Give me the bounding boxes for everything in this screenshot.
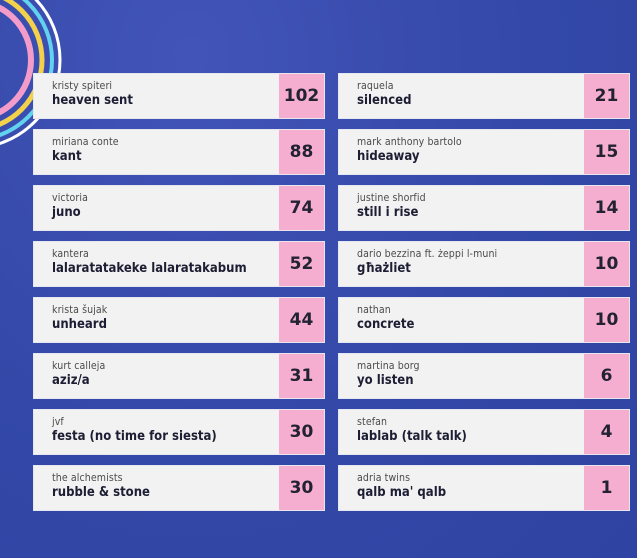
song-title: festa (no time for siesta) bbox=[52, 429, 217, 444]
score: 10 bbox=[584, 242, 629, 286]
song-title: qalb ma' qalb bbox=[357, 485, 447, 500]
entry-row: krista šujak unheard 44 bbox=[33, 297, 325, 343]
song-title: concrete bbox=[357, 317, 415, 332]
entry-row: raquela silenced 21 bbox=[338, 73, 630, 119]
song-title: għażliet bbox=[357, 261, 411, 276]
artist-name: jvf bbox=[52, 416, 64, 428]
score: 10 bbox=[584, 298, 629, 342]
score: 74 bbox=[279, 186, 324, 230]
song-title: unheard bbox=[52, 317, 107, 332]
score: 31 bbox=[279, 354, 324, 398]
score: 88 bbox=[279, 130, 324, 174]
artist-name: kurt calleja bbox=[52, 360, 106, 372]
entry-row: martina borg yo listen 6 bbox=[338, 353, 630, 399]
rings-decoration bbox=[0, 0, 62, 146]
artist-name: martina borg bbox=[357, 360, 420, 372]
artist-name: kantera bbox=[52, 248, 89, 260]
artist-name: the alchemists bbox=[52, 472, 123, 484]
song-title: juno bbox=[52, 205, 81, 220]
score: 1 bbox=[584, 466, 629, 510]
artist-name: kristy spiteri bbox=[52, 80, 113, 92]
score: 21 bbox=[584, 74, 629, 118]
song-title: aziz/a bbox=[52, 373, 90, 388]
artist-name: krista šujak bbox=[52, 304, 108, 316]
song-title: silenced bbox=[357, 93, 412, 108]
entry-row: victoria juno 74 bbox=[33, 185, 325, 231]
entry-row: dario bezzina ft. żeppi l-muni għażliet 10 bbox=[338, 241, 630, 287]
score: 30 bbox=[279, 466, 324, 510]
score: 4 bbox=[584, 410, 629, 454]
artist-name: nathan bbox=[357, 304, 391, 316]
entry-row: stefan lablab (talk talk) 4 bbox=[338, 409, 630, 455]
entry-row: kurt calleja aziz/a 31 bbox=[33, 353, 325, 399]
artist-name: raquela bbox=[357, 80, 394, 92]
score: 6 bbox=[584, 354, 629, 398]
artist-name: mark anthony bartolo bbox=[357, 136, 462, 148]
entry-row: justine shorfid still i rise 14 bbox=[338, 185, 630, 231]
score: 30 bbox=[279, 410, 324, 454]
artist-name: justine shorfid bbox=[357, 192, 426, 204]
song-title: lablab (talk talk) bbox=[357, 429, 467, 444]
artist-name: miriana conte bbox=[52, 136, 119, 148]
song-title: lalaratatakeke lalaratakabum bbox=[52, 261, 247, 276]
entry-row: nathan concrete 10 bbox=[338, 297, 630, 343]
song-title: rubble & stone bbox=[52, 485, 150, 500]
song-title: heaven sent bbox=[52, 93, 133, 108]
entry-row: jvf festa (no time for siesta) 30 bbox=[33, 409, 325, 455]
score: 102 bbox=[279, 74, 324, 118]
entry-row: mark anthony bartolo hideaway 15 bbox=[338, 129, 630, 175]
song-title: kant bbox=[52, 149, 82, 164]
artist-name: stefan bbox=[357, 416, 388, 428]
song-title: still i rise bbox=[357, 205, 419, 220]
entry-row: the alchemists rubble & stone 30 bbox=[33, 465, 325, 511]
entry-row: miriana conte kant 88 bbox=[33, 129, 325, 175]
artist-name: victoria bbox=[52, 192, 88, 204]
song-title: hideaway bbox=[357, 149, 420, 164]
entry-row: kristy spiteri heaven sent 102 bbox=[33, 73, 325, 119]
song-title: yo listen bbox=[357, 373, 414, 388]
score: 15 bbox=[584, 130, 629, 174]
artist-name: adria twins bbox=[357, 472, 411, 484]
entry-row: kantera lalaratatakeke lalaratakabum 52 bbox=[33, 241, 325, 287]
scoreboard: kristy spiteri heaven sent 102 raquela sile… bbox=[33, 73, 630, 511]
artist-name: dario bezzina ft. żeppi l-muni bbox=[357, 248, 498, 260]
score: 52 bbox=[279, 242, 324, 286]
score: 14 bbox=[584, 186, 629, 230]
score: 44 bbox=[279, 298, 324, 342]
entry-row: adria twins qalb ma' qalb 1 bbox=[338, 465, 630, 511]
